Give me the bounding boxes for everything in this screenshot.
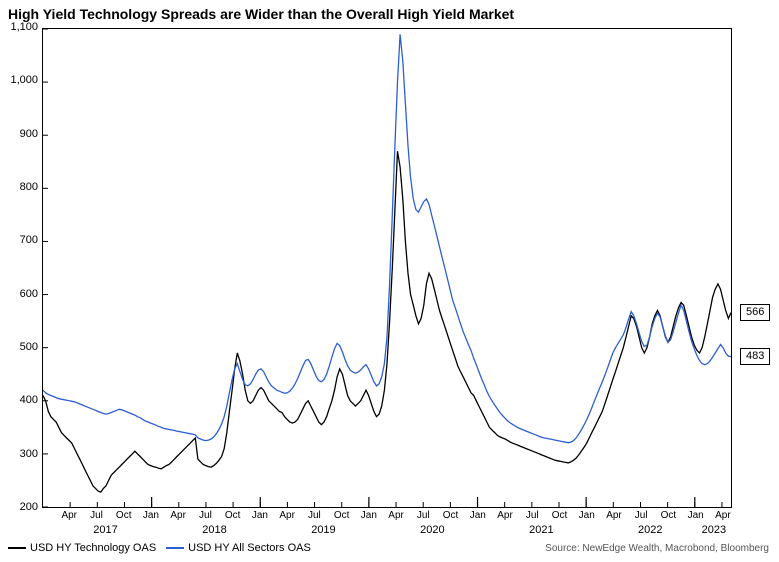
- y-tick-label: 300: [2, 448, 38, 460]
- year-label: 2021: [529, 524, 553, 536]
- y-tick-label: 900: [2, 128, 38, 140]
- x-tick-label: Oct: [661, 510, 677, 521]
- legend-swatch-1: [166, 547, 184, 549]
- x-tick-label: Oct: [116, 510, 132, 521]
- y-tick-label: 1,100: [2, 21, 38, 33]
- end-value-all: 483: [740, 348, 770, 365]
- x-tick-label: Oct: [443, 510, 459, 521]
- y-tick-label: 700: [2, 234, 38, 246]
- x-tick-label: Jul: [90, 510, 103, 521]
- x-tick-label: Apr: [606, 510, 622, 521]
- source-text: Source: NewEdge Wealth, Macrobond, Bloom…: [545, 543, 769, 554]
- x-tick-label: Oct: [552, 510, 568, 521]
- x-tick-label: Jan: [252, 510, 268, 521]
- y-tick-label: 1,000: [2, 74, 38, 86]
- x-tick-label: Jan: [361, 510, 377, 521]
- x-tick-label: Apr: [388, 510, 404, 521]
- x-tick-label: Apr: [170, 510, 186, 521]
- x-tick-label: Apr: [61, 510, 77, 521]
- year-label: 2023: [702, 524, 726, 536]
- x-tick-label: Jul: [526, 510, 539, 521]
- year-label: 2018: [202, 524, 226, 536]
- series-line-1: [43, 34, 731, 442]
- x-tick-label: Jul: [417, 510, 430, 521]
- x-tick-label: Apr: [497, 510, 513, 521]
- chart-container: High Yield Technology Spreads are Wider …: [0, 0, 779, 562]
- x-tick-label: Jan: [470, 510, 486, 521]
- plot-svg: [43, 29, 731, 507]
- x-tick-label: Jan: [143, 510, 159, 521]
- x-tick-label: Jul: [199, 510, 212, 521]
- legend: USD HY Technology OAS USD HY All Sectors…: [8, 542, 311, 554]
- x-tick-label: Jul: [635, 510, 648, 521]
- y-tick-label: 400: [2, 394, 38, 406]
- x-tick-label: Oct: [334, 510, 350, 521]
- x-tick-label: Oct: [225, 510, 241, 521]
- x-tick-label: Apr: [715, 510, 731, 521]
- y-tick-label: 500: [2, 341, 38, 353]
- chart-title: High Yield Technology Spreads are Wider …: [8, 6, 514, 22]
- x-tick-label: Jan: [579, 510, 595, 521]
- y-tick-label: 600: [2, 288, 38, 300]
- year-label: 2017: [93, 524, 117, 536]
- plot-area: [42, 28, 732, 508]
- x-tick-label: Apr: [279, 510, 295, 521]
- end-value-tech: 566: [740, 304, 770, 321]
- year-label: 2020: [420, 524, 444, 536]
- legend-label-0: USD HY Technology OAS: [30, 542, 156, 554]
- year-label: 2019: [311, 524, 335, 536]
- year-label: 2022: [638, 524, 662, 536]
- y-tick-label: 200: [2, 501, 38, 513]
- legend-swatch-0: [8, 547, 26, 549]
- legend-label-1: USD HY All Sectors OAS: [188, 542, 311, 554]
- x-tick-label: Jan: [688, 510, 704, 521]
- x-tick-label: Jul: [308, 510, 321, 521]
- y-tick-label: 800: [2, 181, 38, 193]
